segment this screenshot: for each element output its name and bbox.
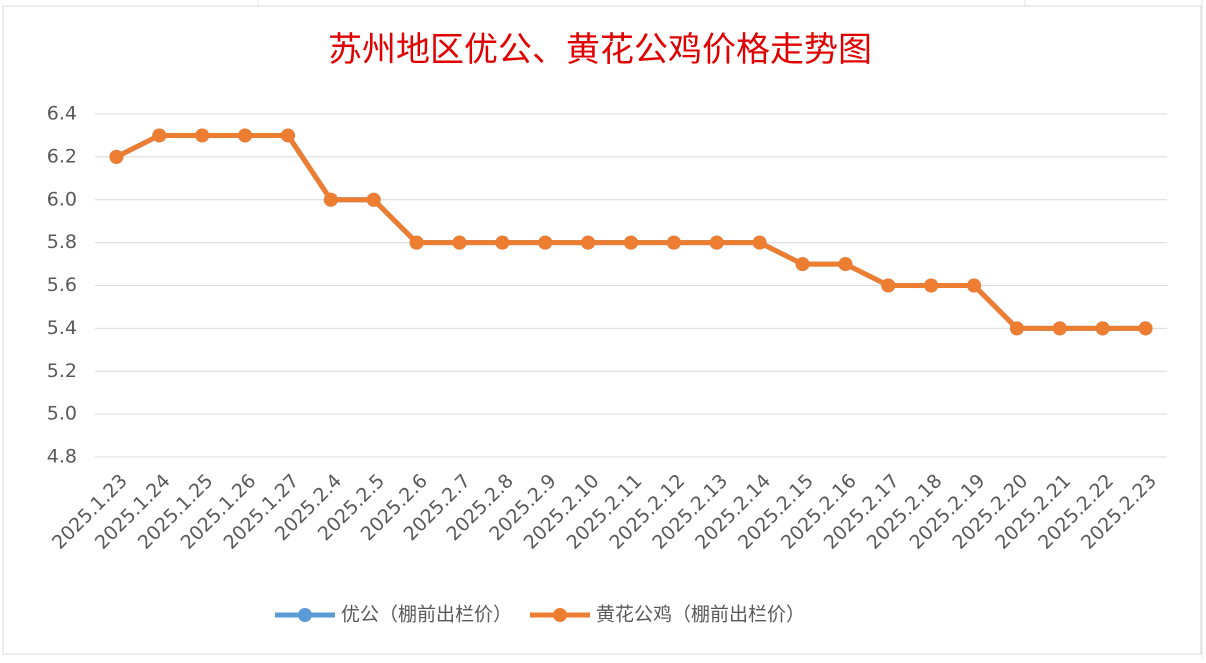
legend-label: 优公（棚前出栏价） — [341, 604, 512, 626]
legend-label: 黄花公鸡（棚前出栏价） — [596, 604, 805, 626]
y-tick-label: 5.2 — [47, 360, 77, 382]
point — [838, 257, 853, 272]
legend-marker — [553, 608, 568, 622]
point — [238, 128, 253, 143]
point — [924, 278, 939, 293]
y-tick-label: 6.0 — [47, 188, 77, 210]
point — [280, 128, 295, 143]
point — [709, 235, 724, 250]
point — [323, 192, 338, 207]
legend-marker — [298, 608, 312, 622]
point — [1052, 321, 1067, 336]
y-tick-label: 5.4 — [47, 317, 77, 339]
point — [195, 128, 210, 143]
point — [538, 235, 553, 250]
y-tick-label: 6.4 — [47, 103, 77, 125]
point — [752, 235, 767, 250]
point — [581, 235, 596, 250]
point — [1138, 321, 1153, 336]
point — [795, 257, 810, 272]
point — [109, 149, 124, 164]
point — [881, 278, 896, 293]
point — [495, 235, 510, 250]
y-tick-label: 6.2 — [47, 145, 77, 167]
chart-title: 苏州地区优公、黄花公鸡价格走势图 — [328, 30, 872, 70]
y-tick-label: 5.6 — [47, 274, 77, 296]
y-tick-label: 5.0 — [47, 403, 77, 425]
point — [152, 128, 167, 143]
point — [1009, 321, 1024, 336]
point — [967, 278, 982, 293]
point — [624, 235, 638, 250]
point — [366, 192, 381, 207]
point — [409, 235, 424, 250]
y-tick-label: 5.8 — [47, 231, 77, 253]
y-tick-label: 4.8 — [47, 446, 77, 468]
point — [452, 235, 467, 250]
point — [666, 235, 681, 250]
point — [1095, 321, 1110, 336]
